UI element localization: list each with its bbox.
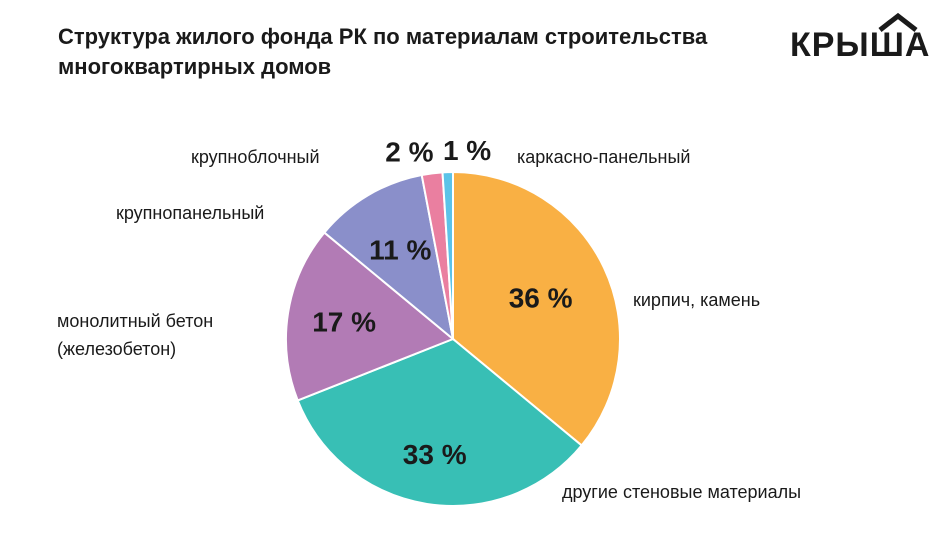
category-label-brick: кирпич, камень <box>633 290 761 310</box>
pie-value-label-2: 17 % <box>312 306 376 337</box>
logo-text: КРЫША <box>790 26 931 64</box>
category-label-frame-panel: каркасно-панельный <box>517 147 691 167</box>
chart-title: Структура жилого фонда РК по материалам … <box>58 22 778 82</box>
category-label-large-block: крупноблочный <box>191 147 320 167</box>
category-label-monolithic-line-1: монолитный бетон <box>57 311 214 331</box>
chart-title-line-2: многоквартирных домов <box>58 54 332 79</box>
pie-value-label-5: 1 % <box>443 135 491 166</box>
pie-value-labels: 36 % 33 % 17 % 11 % 2 % 1 % <box>312 135 572 470</box>
pie-slices <box>285 170 621 508</box>
pie-slice-2 <box>285 231 455 402</box>
pie-value-label-1: 33 % <box>403 439 467 470</box>
pie-value-label-4: 2 % <box>385 136 433 167</box>
pie-slice-3 <box>322 173 455 342</box>
krysha-logo: КРЫША <box>790 8 940 64</box>
pie-slice-1 <box>296 337 584 508</box>
pie-value-label-3: 11 % <box>369 234 431 265</box>
category-label-monolithic-line-2: (железобетон) <box>57 339 177 359</box>
pie-slice-0 <box>452 170 621 447</box>
roof-icon <box>878 12 918 32</box>
pie-slice-5 <box>441 170 454 340</box>
category-label-large-panel: крупнопанельный <box>116 203 265 223</box>
category-label-other-wall: другие стеновые материалы <box>562 482 802 502</box>
pie-value-label-0: 36 % <box>509 282 573 313</box>
chart-title-line-1: Структура жилого фонда РК по материалам … <box>58 24 708 49</box>
